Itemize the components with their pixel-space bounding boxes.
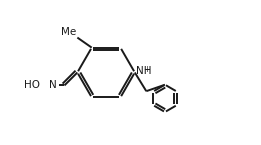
Text: Me: Me xyxy=(61,27,77,37)
Text: HO: HO xyxy=(24,80,40,90)
Text: NH: NH xyxy=(136,66,152,76)
Text: +: + xyxy=(143,65,150,74)
Text: N: N xyxy=(49,80,57,90)
